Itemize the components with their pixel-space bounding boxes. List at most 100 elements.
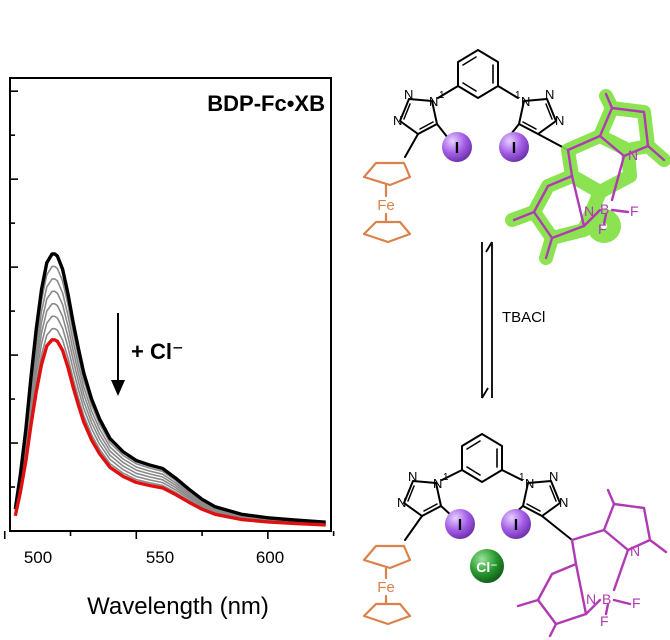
cyclopentadienyl-ring — [362, 161, 412, 187]
equilibrium-arrows — [481, 241, 493, 399]
decrease-arrow-head — [111, 380, 125, 396]
bodipy-n-label: N — [628, 147, 638, 163]
bodipy-glow — [505, 89, 670, 265]
methyl — [548, 622, 558, 638]
n-label: N — [408, 469, 417, 484]
bond — [404, 515, 423, 541]
emission-curve-7 — [13, 338, 326, 527]
iodine-label: I — [458, 517, 462, 534]
chloride-addition-label: + Cl⁻ — [131, 339, 184, 364]
iodine-atom-right — [499, 132, 529, 162]
benzene-double-bond — [462, 82, 477, 92]
cyclopentadienyl-ring — [362, 220, 412, 244]
n-label: N — [559, 495, 568, 510]
n-label: N — [545, 87, 554, 102]
emission-curve-4 — [14, 303, 326, 525]
x-tick-label-600: 600 — [256, 548, 284, 567]
bond — [566, 148, 574, 178]
bond — [610, 154, 626, 202]
x-axis-ticks — [3, 531, 335, 539]
bodipy-core-bottom — [516, 488, 668, 638]
n-label: N — [555, 113, 564, 128]
bodipy-pyrrole-upper — [598, 106, 650, 158]
methyl — [516, 598, 540, 608]
emission-curve-0 — [13, 252, 326, 524]
triazole-double-bond — [545, 103, 553, 120]
n-number: 1 — [443, 472, 449, 483]
n-label: N — [433, 476, 442, 491]
n-label: N — [393, 113, 402, 128]
meso-bond — [570, 528, 606, 542]
right-triazole-top — [518, 98, 557, 135]
bond — [441, 469, 463, 481]
methyl — [606, 488, 616, 506]
molecule-free: N 1 N N N 1 N N I I Fe — [362, 49, 670, 265]
meso-bond — [566, 134, 602, 152]
n-label: N — [525, 476, 534, 491]
bond — [436, 123, 449, 139]
bodipy-n-label: N — [630, 543, 640, 559]
methyl — [646, 144, 666, 162]
iodine-atom-left — [442, 132, 472, 162]
benzene-double-bond — [462, 56, 477, 66]
iodine-atom-left — [445, 509, 475, 539]
plot-frame — [9, 77, 332, 532]
reverse-arrow-head — [485, 241, 493, 253]
benzene-double-bond — [466, 466, 481, 476]
bond — [570, 538, 578, 566]
boron-label: B — [602, 591, 611, 607]
bond — [584, 598, 602, 616]
b-f-bond — [612, 598, 632, 606]
n-label: N — [397, 495, 406, 510]
bodipy-n-label: N — [584, 203, 594, 219]
x-axis-label: Wavelength (nm) — [87, 593, 269, 620]
ferrocene-top — [362, 161, 412, 244]
emission-curve-5 — [14, 315, 326, 525]
iodine-label: I — [512, 140, 516, 157]
fluorine-label: F — [600, 613, 609, 629]
ferrocene-bottom — [362, 544, 412, 626]
methyl — [544, 236, 554, 260]
triazole-double-bond — [549, 485, 557, 502]
n-label: N — [521, 94, 530, 109]
iodine-label: I — [455, 140, 459, 157]
iodine-label: I — [514, 517, 518, 534]
y-axis-ticks — [10, 90, 18, 488]
fluorine-label: F — [598, 221, 607, 237]
left-triazole-bottom — [403, 480, 442, 517]
x-tick-label-550: 550 — [146, 548, 174, 567]
emission-curve-2 — [14, 278, 326, 524]
molecule-chloride-bound: N 1 N N N 1 N N I I Cl⁻ Fe — [362, 433, 668, 638]
bodipy-pyrrole-lower — [536, 562, 588, 626]
n-number: 1 — [519, 472, 525, 483]
boron-label: B — [600, 201, 609, 217]
equilibrium-reagent-label: TBACl — [502, 309, 545, 326]
bodipy-pyrrole-upper — [602, 502, 652, 552]
forward-arrow-head — [481, 387, 489, 399]
bond — [501, 469, 523, 481]
chart-title: BDP-Fc•XB — [207, 91, 325, 116]
bond — [404, 133, 419, 158]
bond — [497, 85, 519, 99]
b-f-bond — [602, 212, 608, 226]
iron-label: Fe — [377, 197, 395, 214]
triazole-double-bond — [419, 121, 434, 130]
chloride-ion — [470, 549, 504, 583]
fluorine-label: F — [632, 595, 641, 611]
n-label: N — [404, 87, 413, 102]
n-number: 1 — [515, 90, 521, 101]
n-label: N — [429, 94, 438, 109]
b-f-bond — [610, 208, 630, 214]
iron-label: Fe — [377, 579, 395, 596]
triazole-double-bond — [526, 503, 541, 512]
bond — [612, 548, 630, 592]
iodine-atom-right — [501, 509, 531, 539]
methyl — [512, 210, 536, 222]
bodipy-pyrrole-lower — [532, 174, 586, 240]
spectrum-chart: BDP-Fc•XB + Cl⁻ 500 550 600 Wavelength (… — [3, 77, 335, 620]
emission-curve-3 — [14, 290, 326, 525]
bodipy-n-label: N — [586, 591, 596, 607]
triazole-double-bond — [423, 503, 438, 512]
bond — [541, 515, 573, 541]
triazole-double-bond — [403, 103, 411, 120]
